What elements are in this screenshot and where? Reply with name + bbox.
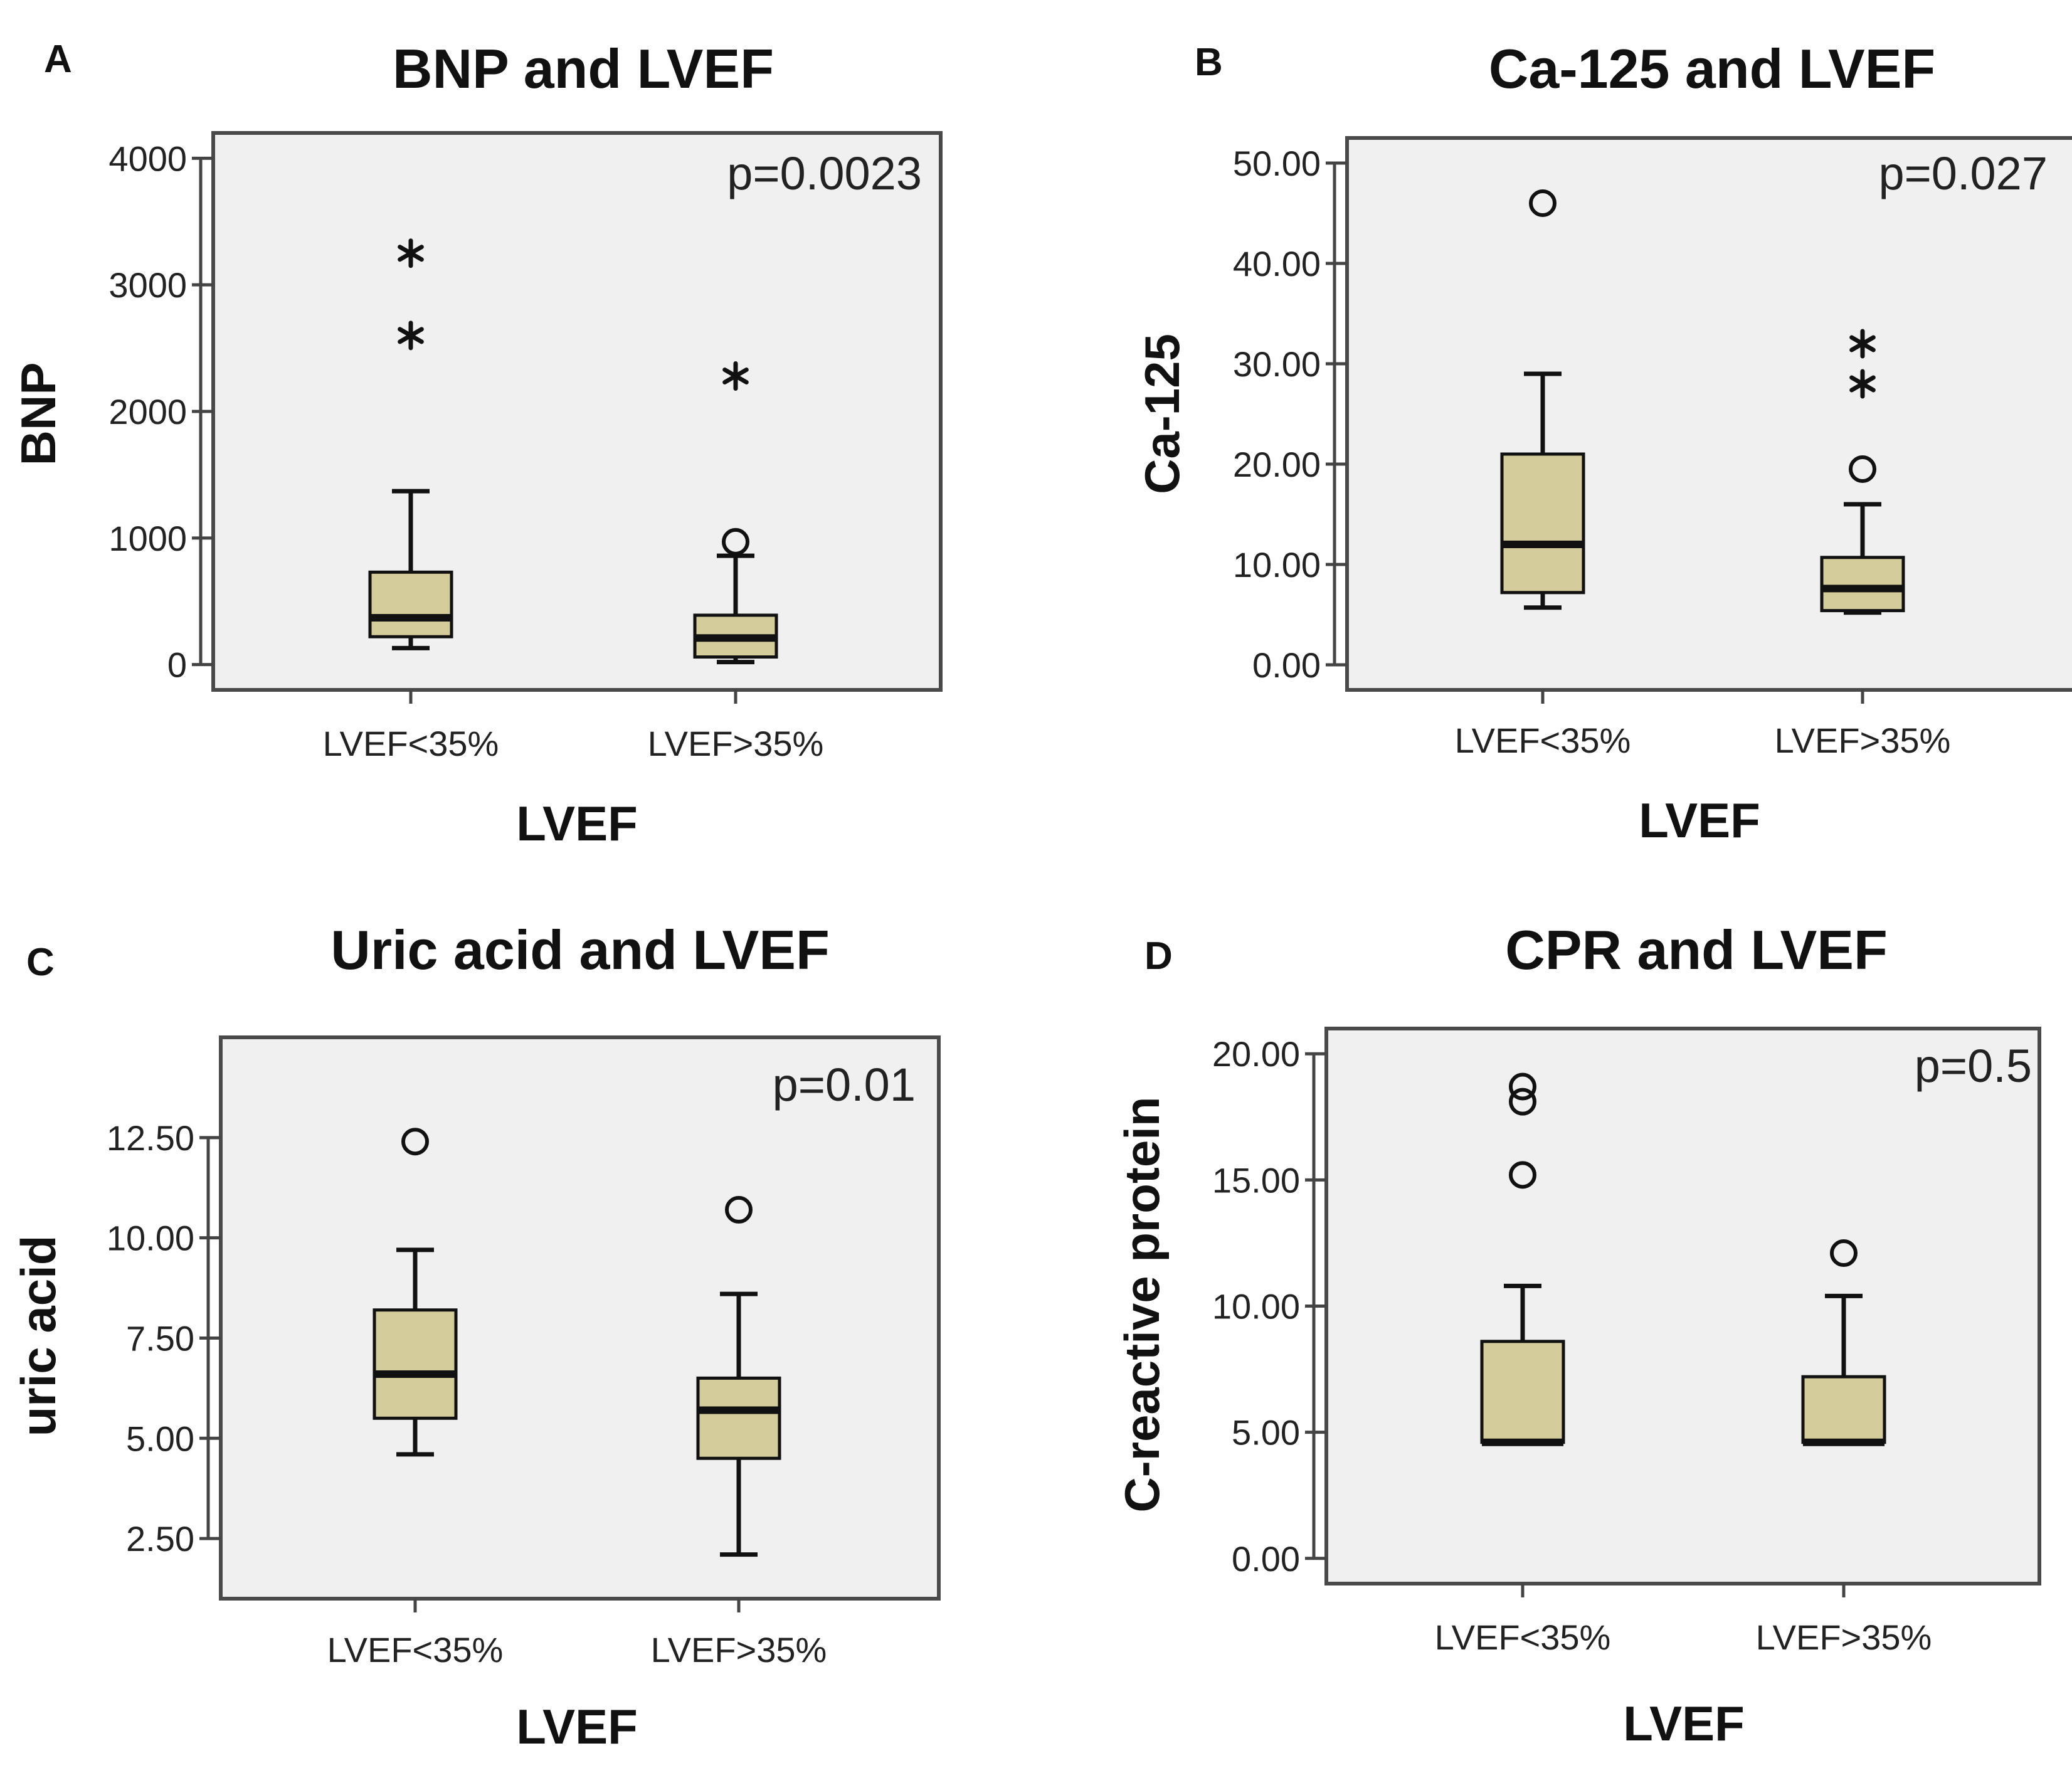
iqr-box	[373, 1308, 458, 1420]
panel-b: B Ca-125 and LVEF 0.00 10.00 20.00 30.00 40.00…	[1134, 38, 2072, 848]
iqr-box	[1801, 1375, 1886, 1444]
x-tick-label: LVEF<35%	[323, 724, 499, 763]
outlier-point	[401, 1128, 429, 1156]
y-axis-label: C-reactive protein	[1114, 1096, 1170, 1512]
iqr-box	[368, 570, 453, 638]
extreme-point	[1849, 369, 1876, 399]
y-tick-label: 5.00	[126, 1419, 194, 1458]
extreme-point-stroke	[398, 327, 424, 344]
y-tick-label: 10.00	[1233, 545, 1321, 585]
iqr-box	[696, 1376, 781, 1460]
chart-title: Ca-125 and LVEF	[1489, 38, 1935, 100]
y-axis-label: BNP	[11, 363, 66, 466]
y-tick-label: 3000	[108, 265, 187, 305]
x-tick-label: LVEF<35%	[1455, 721, 1631, 760]
x-axis-label: LVEF	[1623, 1696, 1745, 1751]
outlier-point	[1509, 1161, 1536, 1189]
panel-letter: C	[26, 941, 55, 984]
panel-c: C Uric acid and LVEF 2.50 5.00 7.50 10.00 12.5…	[11, 919, 941, 1754]
chart-title: CPR and LVEF	[1505, 919, 1888, 981]
outlier-point	[1509, 1072, 1536, 1101]
y-axis-label: Ca-125	[1134, 334, 1190, 494]
y-tick-label: 15.00	[1212, 1160, 1300, 1200]
box-lvef-lt-35	[368, 238, 453, 650]
iqr-box	[1500, 452, 1585, 595]
y-tick-label: 20.00	[1233, 445, 1321, 484]
y-tick-label: 10.00	[107, 1219, 194, 1258]
outlier-point	[1509, 1088, 1536, 1116]
y-tick-label: 20.00	[1212, 1034, 1300, 1074]
y-tick-label: 10.00	[1212, 1287, 1300, 1326]
plot-area	[1324, 1027, 2041, 1585]
box-lvef-lt-35	[373, 1128, 458, 1457]
x-tick-label: LVEF>35%	[648, 724, 824, 763]
chart-title: Uric acid and LVEF	[330, 919, 829, 981]
p-value-label: p=0.027	[1878, 147, 2048, 199]
outlier-point	[1830, 1239, 1858, 1268]
plot-area	[219, 1035, 941, 1601]
panel-letter: D	[1144, 934, 1173, 978]
box-lvef-gt-35	[693, 361, 778, 665]
x-tick-label: LVEF<35%	[327, 1630, 504, 1670]
y-tick-label: 5.00	[1232, 1413, 1300, 1453]
x-tick-label: LVEF>35%	[1756, 1617, 1932, 1657]
extreme-point	[398, 320, 424, 351]
extreme-point-stroke	[398, 245, 424, 262]
box-lvef-gt-35	[696, 1195, 781, 1557]
y-tick-label: 40.00	[1233, 244, 1321, 283]
y-tick-label: 2.50	[126, 1519, 194, 1559]
y-axis-label: uric acid	[11, 1236, 66, 1437]
box-lvef-gt-35	[1820, 329, 1905, 615]
y-tick-label: 0	[167, 645, 187, 685]
x-axis-label: LVEF	[1639, 793, 1760, 848]
y-tick-label: 1000	[108, 519, 187, 558]
plot-area	[1345, 136, 2072, 692]
extreme-point	[722, 361, 749, 391]
y-tick-label: 2000	[108, 392, 187, 431]
y-tick-label: 7.50	[126, 1318, 194, 1358]
outlier-point	[1849, 455, 1876, 483]
extreme-point-stroke	[1849, 335, 1876, 352]
panel-letter: A	[44, 38, 72, 81]
extreme-point	[1849, 329, 1876, 359]
chart-title: BNP and LVEF	[393, 38, 774, 100]
p-value-label: p=0.01	[773, 1059, 916, 1111]
x-tick-label: LVEF>35%	[651, 1630, 827, 1670]
panel-d: D CPR and LVEF 0.00 5.00 10.00 15.00 20.00 C-re…	[1114, 919, 2041, 1751]
y-tick-label: 4000	[108, 139, 187, 178]
y-tick-label: 0.00	[1232, 1539, 1300, 1579]
outlier-point	[725, 1195, 753, 1224]
box-lvef-lt-35	[1480, 1072, 1565, 1446]
x-tick-label: LVEF>35%	[1775, 721, 1951, 760]
p-value-label: p=0.5	[1915, 1040, 2032, 1092]
y-tick-label: 50.00	[1233, 144, 1321, 183]
box-lvef-lt-35	[1500, 189, 1585, 610]
x-tick-label: LVEF<35%	[1435, 1617, 1611, 1657]
plot-area	[211, 131, 943, 692]
panel-a: A BNP and LVEF 0 1000 2000 3000 4000 BNP LVEF<35…	[11, 38, 943, 851]
iqr-box	[1480, 1340, 1565, 1444]
y-tick-label: 12.50	[107, 1118, 194, 1158]
p-value-label: p=0.0023	[727, 147, 922, 199]
panel-letter: B	[1195, 41, 1223, 84]
outlier-point	[722, 527, 749, 556]
extreme-point	[398, 238, 424, 268]
x-axis-label: LVEF	[516, 1699, 638, 1754]
y-tick-label: 0.00	[1252, 645, 1321, 685]
x-axis-label: LVEF	[516, 796, 638, 851]
outlier-point	[1529, 189, 1557, 217]
extreme-point-stroke	[1849, 375, 1876, 393]
y-tick-label: 30.00	[1233, 344, 1321, 384]
iqr-box	[1820, 556, 1905, 613]
box-lvef-gt-35	[1801, 1239, 1886, 1446]
extreme-point-stroke	[722, 367, 749, 384]
